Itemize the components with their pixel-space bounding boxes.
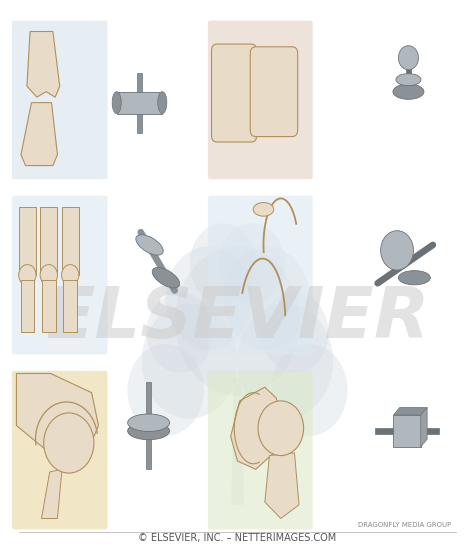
Ellipse shape	[152, 267, 180, 288]
Ellipse shape	[136, 235, 163, 255]
Bar	[393, 415, 421, 447]
Circle shape	[127, 344, 204, 436]
FancyBboxPatch shape	[12, 371, 107, 530]
Polygon shape	[231, 387, 281, 469]
Ellipse shape	[112, 92, 121, 113]
Text: ELSEVIER: ELSEVIER	[45, 284, 430, 353]
Bar	[117, 92, 162, 113]
FancyBboxPatch shape	[208, 371, 313, 530]
Bar	[375, 428, 439, 434]
Circle shape	[147, 292, 214, 373]
Text: DRAGONFLY MEDIA GROUP: DRAGONFLY MEDIA GROUP	[359, 522, 452, 528]
Circle shape	[40, 265, 57, 285]
Polygon shape	[21, 103, 57, 166]
Polygon shape	[421, 408, 427, 447]
Circle shape	[261, 292, 328, 373]
Ellipse shape	[396, 74, 421, 86]
Bar	[63, 280, 77, 332]
Ellipse shape	[128, 414, 170, 432]
Polygon shape	[17, 373, 98, 461]
Ellipse shape	[158, 92, 167, 113]
Circle shape	[218, 223, 285, 304]
Bar	[42, 280, 56, 332]
FancyBboxPatch shape	[211, 44, 256, 142]
Bar	[406, 62, 411, 84]
FancyBboxPatch shape	[12, 196, 107, 354]
Circle shape	[190, 223, 256, 304]
Circle shape	[19, 265, 36, 285]
Circle shape	[238, 304, 333, 419]
Circle shape	[223, 246, 309, 350]
Polygon shape	[393, 408, 427, 415]
Circle shape	[175, 246, 300, 395]
FancyBboxPatch shape	[208, 20, 313, 179]
Bar	[20, 280, 34, 332]
Circle shape	[399, 46, 418, 70]
Text: © ELSEVIER, INC. – NETTERIMAGES.COM: © ELSEVIER, INC. – NETTERIMAGES.COM	[138, 533, 337, 543]
Polygon shape	[41, 469, 62, 519]
Polygon shape	[231, 378, 244, 505]
FancyBboxPatch shape	[250, 47, 298, 136]
Polygon shape	[265, 453, 299, 519]
Circle shape	[62, 265, 79, 285]
Bar	[62, 207, 79, 275]
Bar	[19, 207, 36, 275]
Polygon shape	[27, 31, 60, 97]
Circle shape	[142, 304, 238, 419]
Bar	[136, 73, 142, 133]
Bar	[146, 382, 151, 469]
Circle shape	[258, 401, 304, 455]
Ellipse shape	[128, 422, 170, 439]
Bar	[40, 207, 57, 275]
Circle shape	[44, 413, 94, 473]
Ellipse shape	[253, 202, 274, 216]
Circle shape	[380, 230, 413, 270]
FancyBboxPatch shape	[208, 196, 313, 354]
Circle shape	[271, 344, 348, 436]
Ellipse shape	[393, 84, 424, 100]
FancyBboxPatch shape	[12, 20, 107, 179]
Circle shape	[166, 246, 252, 350]
Ellipse shape	[399, 271, 430, 285]
